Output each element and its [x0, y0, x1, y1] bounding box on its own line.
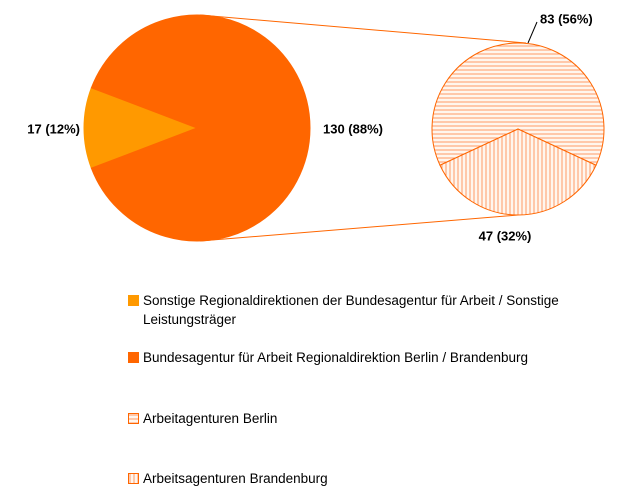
- legend-label: Arbeitagenturen Berlin: [143, 411, 278, 426]
- legend-label: Sonstige Regionaldirektionen der Bundesa…: [143, 293, 559, 327]
- leader-line: [527, 21, 538, 44]
- legend-swatch: [128, 352, 139, 363]
- legend-swatch-rect: [128, 413, 139, 424]
- pie-slice: [83, 87, 199, 169]
- pie-slice: [431, 42, 605, 166]
- pie-slice: [90, 14, 311, 242]
- connector-line: [199, 14, 527, 44]
- legend-item: Sonstige Regionaldirektionen der Bundesa…: [128, 291, 638, 329]
- legend-swatch-rect: [128, 352, 139, 363]
- data-label: 47 (32%): [479, 228, 532, 243]
- legend-item: Arbeitsagenturen Brandenburg: [128, 469, 638, 488]
- legend-swatch: [128, 295, 139, 306]
- connector-line: [199, 214, 519, 242]
- legend-label: Bundesagentur für Arbeit Regionaldirekti…: [143, 350, 528, 365]
- legend-swatch: [128, 473, 139, 484]
- legend-swatch: [128, 413, 139, 424]
- data-label: 130 (88%): [323, 121, 383, 136]
- legend-swatch-rect: [128, 473, 139, 484]
- legend-item: Arbeitagenturen Berlin: [128, 409, 638, 428]
- legend-label: Arbeitsagenturen Brandenburg: [143, 471, 328, 486]
- chart: 17 (12%) 130 (88%) 83 (56%) 47 (32%): [27, 11, 605, 243]
- legend-item: Bundesagentur für Arbeit Regionaldirekti…: [128, 348, 638, 367]
- pie-slice: [439, 128, 597, 216]
- legend-swatch-rect: [128, 295, 139, 306]
- data-label: 83 (56%): [540, 11, 593, 26]
- data-label: 17 (12%): [27, 121, 80, 136]
